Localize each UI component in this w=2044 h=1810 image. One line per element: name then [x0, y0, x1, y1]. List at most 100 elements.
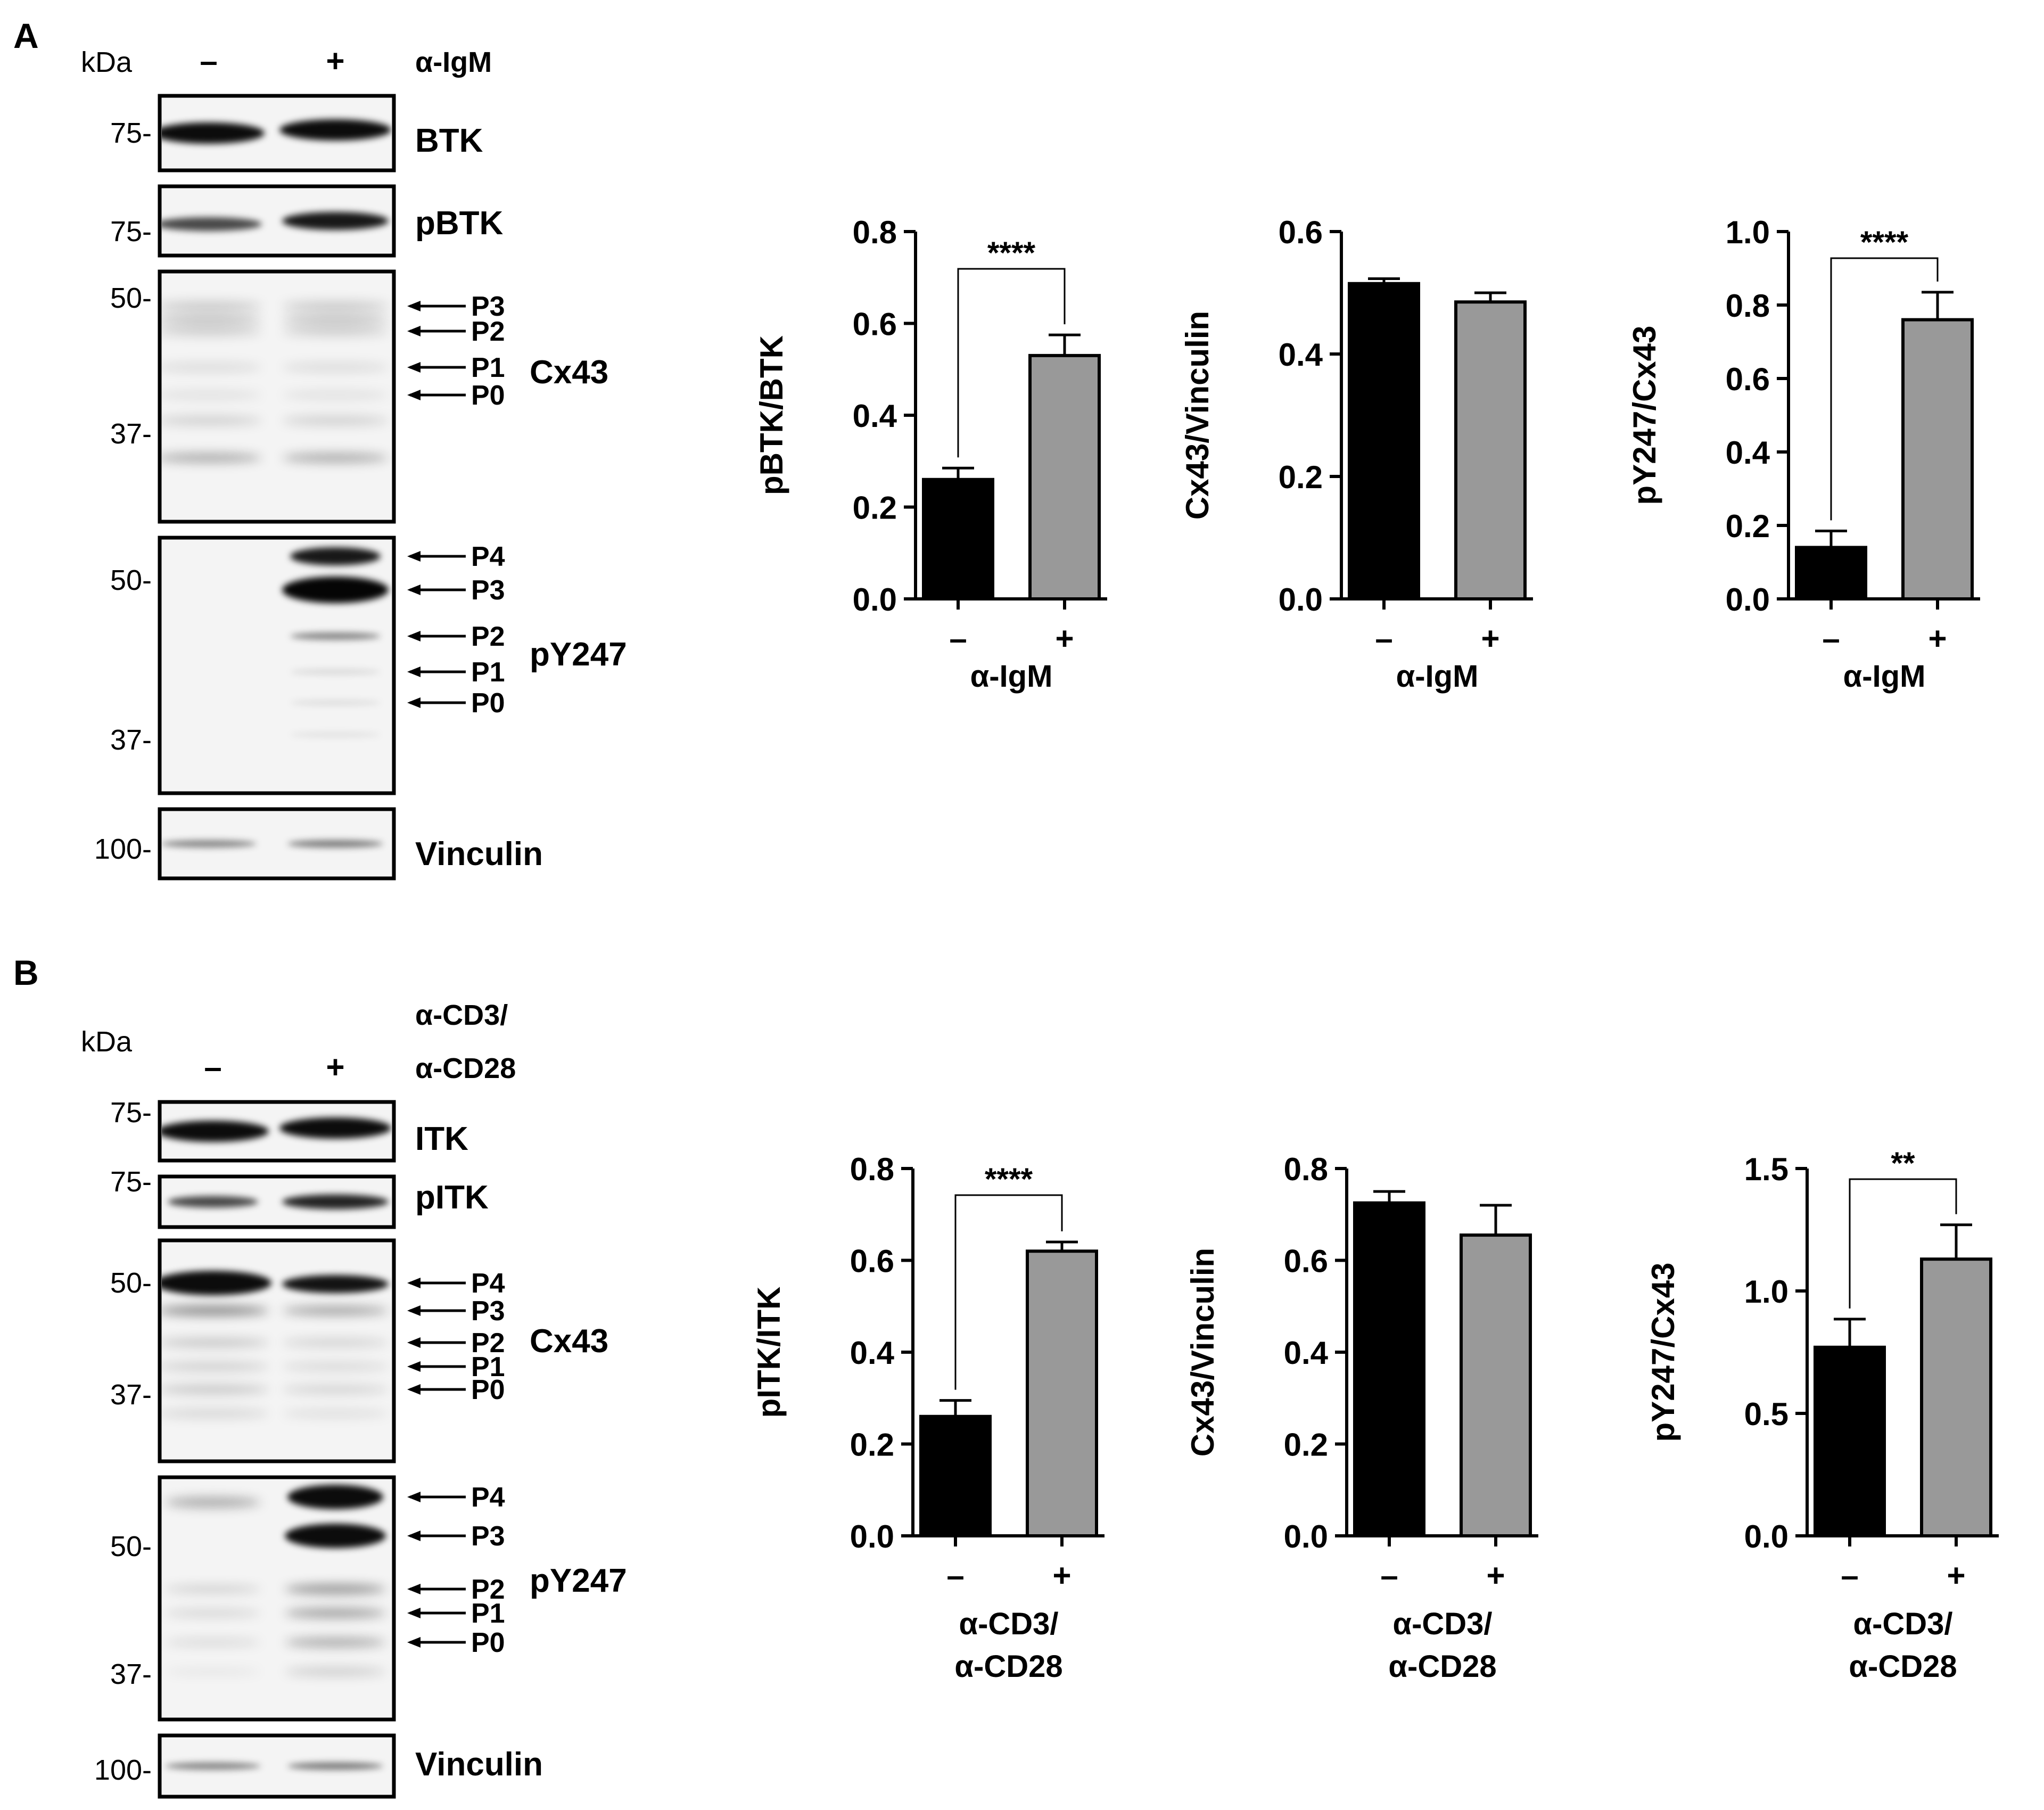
y-tick-label: 0.8 — [850, 1151, 894, 1187]
x-axis-label: α-IgM — [970, 659, 1053, 694]
x-axis-label: α-CD3/ — [1853, 1607, 1952, 1641]
blot-band — [168, 1196, 258, 1208]
band-label: P0 — [471, 380, 505, 411]
blot-strip-vinculin: 100- Vinculin — [94, 1733, 543, 1799]
y-tick-label: 0.4 — [853, 398, 897, 434]
treatment-label: α-IgM — [415, 46, 492, 78]
blot-band — [165, 1762, 261, 1770]
blot-band — [287, 1485, 383, 1509]
blot-bands — [162, 840, 383, 848]
kda-marker: 75- — [110, 117, 152, 149]
x-tick-label: + — [1947, 1558, 1965, 1593]
arrow-head — [407, 631, 421, 641]
x-tick-label: – — [949, 621, 967, 656]
significance-bracket — [957, 268, 1066, 458]
arrow-head — [407, 1584, 421, 1594]
blot-band — [165, 1497, 261, 1508]
band-label: P1 — [471, 352, 505, 383]
blot-band — [162, 363, 262, 372]
y-tick-label: 0.4 — [1284, 1335, 1329, 1371]
band-label: P2 — [471, 621, 505, 652]
protein-label: Vinculin — [415, 1746, 543, 1783]
blot-band — [162, 390, 262, 400]
x-axis-label: α-CD28 — [954, 1649, 1062, 1684]
x-axis-label: α-IgM — [1843, 659, 1926, 694]
x-axis-label: α-CD28 — [1849, 1649, 1957, 1684]
significance-bracket — [1830, 257, 1939, 521]
arrow-head — [407, 1305, 421, 1316]
blot-frame — [158, 536, 396, 795]
bar — [922, 478, 994, 600]
significance-label: **** — [1860, 225, 1909, 260]
blot-band — [285, 1584, 386, 1594]
y-tick-label: 0.6 — [1279, 215, 1323, 250]
blot-band — [162, 1362, 269, 1371]
blot-band — [162, 122, 265, 144]
blot-band — [162, 840, 257, 848]
band-label: P4 — [471, 541, 505, 572]
blot-band — [162, 1121, 269, 1142]
y-tick-label: 0.5 — [1744, 1396, 1789, 1432]
blot-band — [282, 1275, 389, 1293]
significance-label: ** — [1891, 1146, 1915, 1181]
blot-band — [162, 217, 262, 231]
kda-marker: 50- — [110, 564, 152, 596]
blot-band — [279, 119, 391, 141]
blot-band — [165, 1585, 261, 1593]
treatment-label: α-CD3/ — [415, 999, 508, 1031]
protein-label: BTK — [415, 122, 483, 159]
blot-strip-vinculin: 100- Vinculin — [94, 807, 543, 881]
blot-band — [165, 1639, 261, 1646]
blot-band — [282, 1385, 389, 1394]
blot-band — [287, 840, 383, 848]
blot-band — [282, 453, 389, 463]
kda-label: kDa — [81, 1026, 133, 1058]
blot-band — [279, 1117, 391, 1139]
y-tick-label: 0.2 — [1284, 1427, 1328, 1463]
bar-chart: 0.0 0.2 0.4 0.6 0.8 1.0 pY247/Cx43 – +α-IgM **** — [1627, 215, 1980, 694]
y-tick-label: 0.6 — [1284, 1244, 1328, 1279]
blot-band — [162, 1385, 269, 1394]
band-label: P3 — [471, 575, 505, 606]
blot-band — [290, 700, 381, 705]
y-tick-label: 0.0 — [1726, 582, 1770, 618]
blot-band — [162, 453, 262, 463]
blot-bands — [162, 301, 389, 463]
blot-band — [162, 1409, 269, 1418]
y-tick-label: 0.4 — [1279, 337, 1323, 373]
y-tick-label: 0.2 — [853, 490, 897, 526]
significance-label: **** — [985, 1162, 1033, 1197]
band-label: P1 — [471, 1598, 505, 1629]
blot-band — [282, 416, 389, 425]
arrow-head — [407, 1531, 421, 1541]
blot-band — [282, 301, 389, 311]
blot-band — [162, 1271, 271, 1295]
blot-band — [282, 390, 389, 400]
arrow-head — [407, 1278, 421, 1288]
panel-letter: A — [13, 16, 39, 55]
blot-band — [285, 1667, 386, 1676]
y-tick-label: 0.6 — [850, 1244, 894, 1279]
y-tick-label: 0.8 — [853, 215, 897, 250]
blot-strip-btk: 75- BTK — [110, 94, 483, 172]
bar-chart: 0.0 0.5 1.0 1.5 pY247/Cx43 – + α-CD3/α-CD28 ** — [1645, 1146, 1999, 1684]
lane-label: – — [204, 1049, 221, 1085]
arrow-head — [407, 1384, 421, 1395]
kda-marker: 37- — [110, 1379, 152, 1411]
arrow-head — [407, 697, 421, 708]
bar — [1814, 1345, 1886, 1538]
kda-marker: 37- — [110, 418, 152, 450]
arrow-head — [407, 1361, 421, 1372]
kda-marker: 50- — [110, 1531, 152, 1562]
protein-label: pITK — [415, 1179, 489, 1216]
band-label: P2 — [471, 1328, 505, 1359]
kda-marker: 75- — [110, 1166, 152, 1198]
blot-band — [162, 315, 262, 324]
protein-label: Cx43 — [530, 1323, 608, 1360]
arrow-head — [407, 390, 421, 400]
y-tick-label: 0.0 — [1279, 582, 1323, 618]
x-tick-label: – — [1822, 621, 1840, 656]
band-label: P0 — [471, 1627, 505, 1658]
blot-strip-pbtk: 75- pBTK — [110, 184, 504, 258]
